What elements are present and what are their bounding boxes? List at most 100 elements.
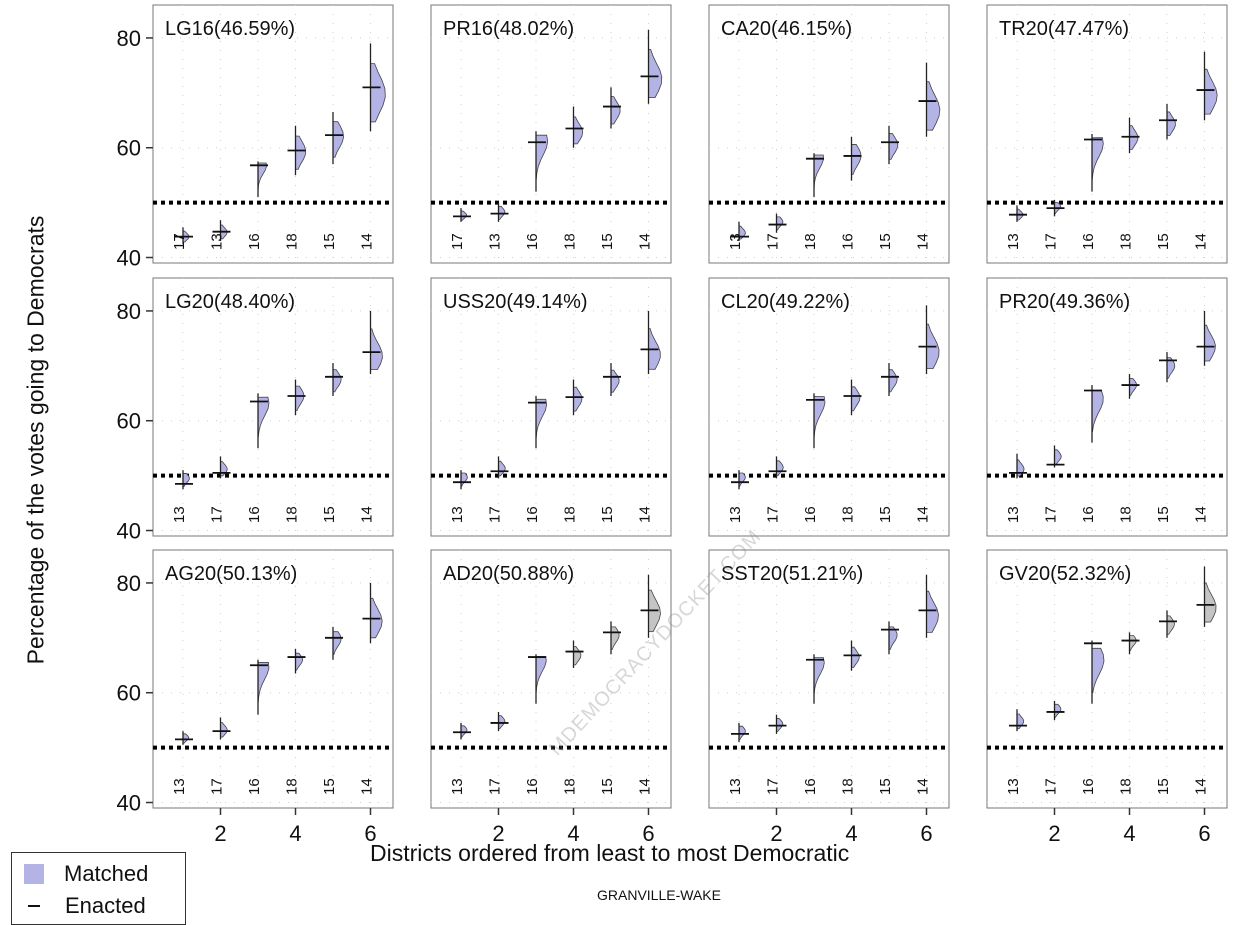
- district-label: 13: [208, 233, 225, 250]
- x-tick-label: 6: [1198, 821, 1210, 846]
- matched-distribution: [295, 135, 307, 170]
- district-label: 18: [1117, 506, 1134, 523]
- legend: Matched Enacted: [11, 852, 186, 925]
- district-label: 13: [727, 778, 744, 795]
- district-label: 18: [283, 233, 300, 250]
- district-label: 15: [877, 506, 894, 523]
- district-label: 13: [1005, 506, 1022, 523]
- matched-distribution: [610, 369, 620, 393]
- plot-caption: GRANVILLE-WAKE: [597, 887, 721, 903]
- matched-distribution: [888, 369, 898, 393]
- district-label: 15: [1155, 506, 1172, 523]
- district-label: 16: [839, 233, 856, 250]
- panel-title: SST20(51.21%): [721, 563, 863, 585]
- matched-distribution: [1054, 449, 1062, 466]
- district-label: 13: [449, 506, 466, 523]
- panel-title: AG20(50.13%): [165, 563, 297, 585]
- district-label: 16: [1080, 506, 1097, 523]
- matched-distribution: [926, 590, 939, 633]
- panel-title: PR20(49.36%): [999, 291, 1130, 313]
- district-label: 14: [914, 233, 931, 250]
- district-label: 13: [449, 778, 466, 795]
- panel-9: AG20(50.13%) 40 60 80 2 4 6 13 17 16 18 15 14: [117, 549, 394, 846]
- matched-distribution: [1166, 111, 1176, 137]
- matched-distribution: [1016, 459, 1025, 477]
- panel-title: TR20(47.47%): [999, 18, 1129, 40]
- district-label: 15: [321, 778, 338, 795]
- legend-label-enacted: Enacted: [65, 893, 146, 918]
- legend-item-enacted: Enacted: [24, 893, 146, 919]
- panel-title: USS20(49.14%): [443, 291, 588, 313]
- panel-frame: [430, 4, 672, 264]
- district-label: 14: [358, 233, 375, 250]
- x-tick-label: 2: [492, 821, 504, 846]
- x-tick-label: 6: [364, 821, 376, 846]
- district-label: 16: [524, 506, 541, 523]
- district-label: 15: [321, 233, 338, 250]
- district-label: 16: [246, 233, 263, 250]
- district-label: 14: [914, 506, 931, 523]
- y-tick-label: 80: [117, 26, 141, 51]
- x-tick-label: 4: [289, 821, 301, 846]
- panel-frame: [430, 549, 672, 809]
- district-label: 14: [914, 778, 931, 795]
- district-label: 17: [449, 233, 466, 250]
- legend-label-matched: Matched: [64, 861, 149, 886]
- matched-distribution: [1204, 68, 1218, 115]
- matched-distribution: [182, 733, 190, 744]
- district-label: 16: [1080, 778, 1097, 795]
- legend-item-matched: Matched: [24, 861, 148, 887]
- district-label: 16: [524, 778, 541, 795]
- district-label: 16: [1080, 233, 1097, 250]
- panel-3: CA20(46.15%) 13 17 18 16 15 14: [708, 4, 950, 264]
- district-label: 13: [486, 233, 503, 250]
- district-label: 14: [358, 506, 375, 523]
- district-label: 14: [1192, 778, 1209, 795]
- matched-distribution: [220, 722, 228, 738]
- panel-6: USS20(49.14%) 13 17 16 18 15 14: [430, 277, 672, 537]
- matched-swatch-icon: [24, 864, 44, 884]
- panel-8: PR20(49.36%) 13 17 16 18 15 14: [986, 277, 1228, 537]
- district-label: 16: [246, 506, 263, 523]
- district-label: 18: [561, 233, 578, 250]
- panel-11: SST20(51.21%) 2 4 6 13 17 16 18 15 14: [708, 549, 950, 846]
- district-label: 17: [764, 506, 781, 523]
- district-label: 13: [727, 233, 744, 250]
- district-label: 13: [727, 506, 744, 523]
- matched-distribution: [648, 49, 663, 99]
- y-axis-label: Percentage of the votes going to Democra…: [22, 215, 49, 665]
- district-label: 14: [1192, 233, 1209, 250]
- district-label: 18: [839, 778, 856, 795]
- matched-distribution: [851, 143, 862, 175]
- district-label: 18: [1117, 778, 1134, 795]
- district-label: 17: [171, 233, 188, 250]
- district-label: 15: [1155, 233, 1172, 250]
- matched-distribution: [888, 133, 899, 160]
- district-label: 17: [208, 778, 225, 795]
- panel-frame: [708, 4, 950, 264]
- district-label: 15: [599, 778, 616, 795]
- district-label: 15: [1155, 778, 1172, 795]
- district-label: 15: [599, 506, 616, 523]
- district-label: 13: [171, 506, 188, 523]
- district-label: 16: [246, 778, 263, 795]
- y-tick-label: 40: [117, 246, 141, 271]
- panel-title: AD20(50.88%): [443, 563, 574, 585]
- district-label: 18: [561, 506, 578, 523]
- enacted-tick-icon: [28, 905, 40, 907]
- y-tick-label: 40: [117, 791, 141, 816]
- y-tick-label: 60: [117, 681, 141, 706]
- matched-distribution: [1054, 703, 1062, 718]
- district-label: 17: [208, 506, 225, 523]
- district-label: 18: [1117, 233, 1134, 250]
- matched-distribution: [776, 216, 784, 231]
- panel-7: CL20(49.22%) 13 17 16 18 15 14: [708, 277, 950, 537]
- district-label: 14: [1192, 506, 1209, 523]
- panel-frame: [152, 549, 394, 809]
- x-tick-label: 4: [567, 821, 579, 846]
- matched-distribution: [370, 328, 383, 370]
- matched-distribution: [257, 396, 270, 438]
- district-label: 15: [877, 778, 894, 795]
- district-label: 17: [1042, 778, 1059, 795]
- district-label: 13: [1005, 778, 1022, 795]
